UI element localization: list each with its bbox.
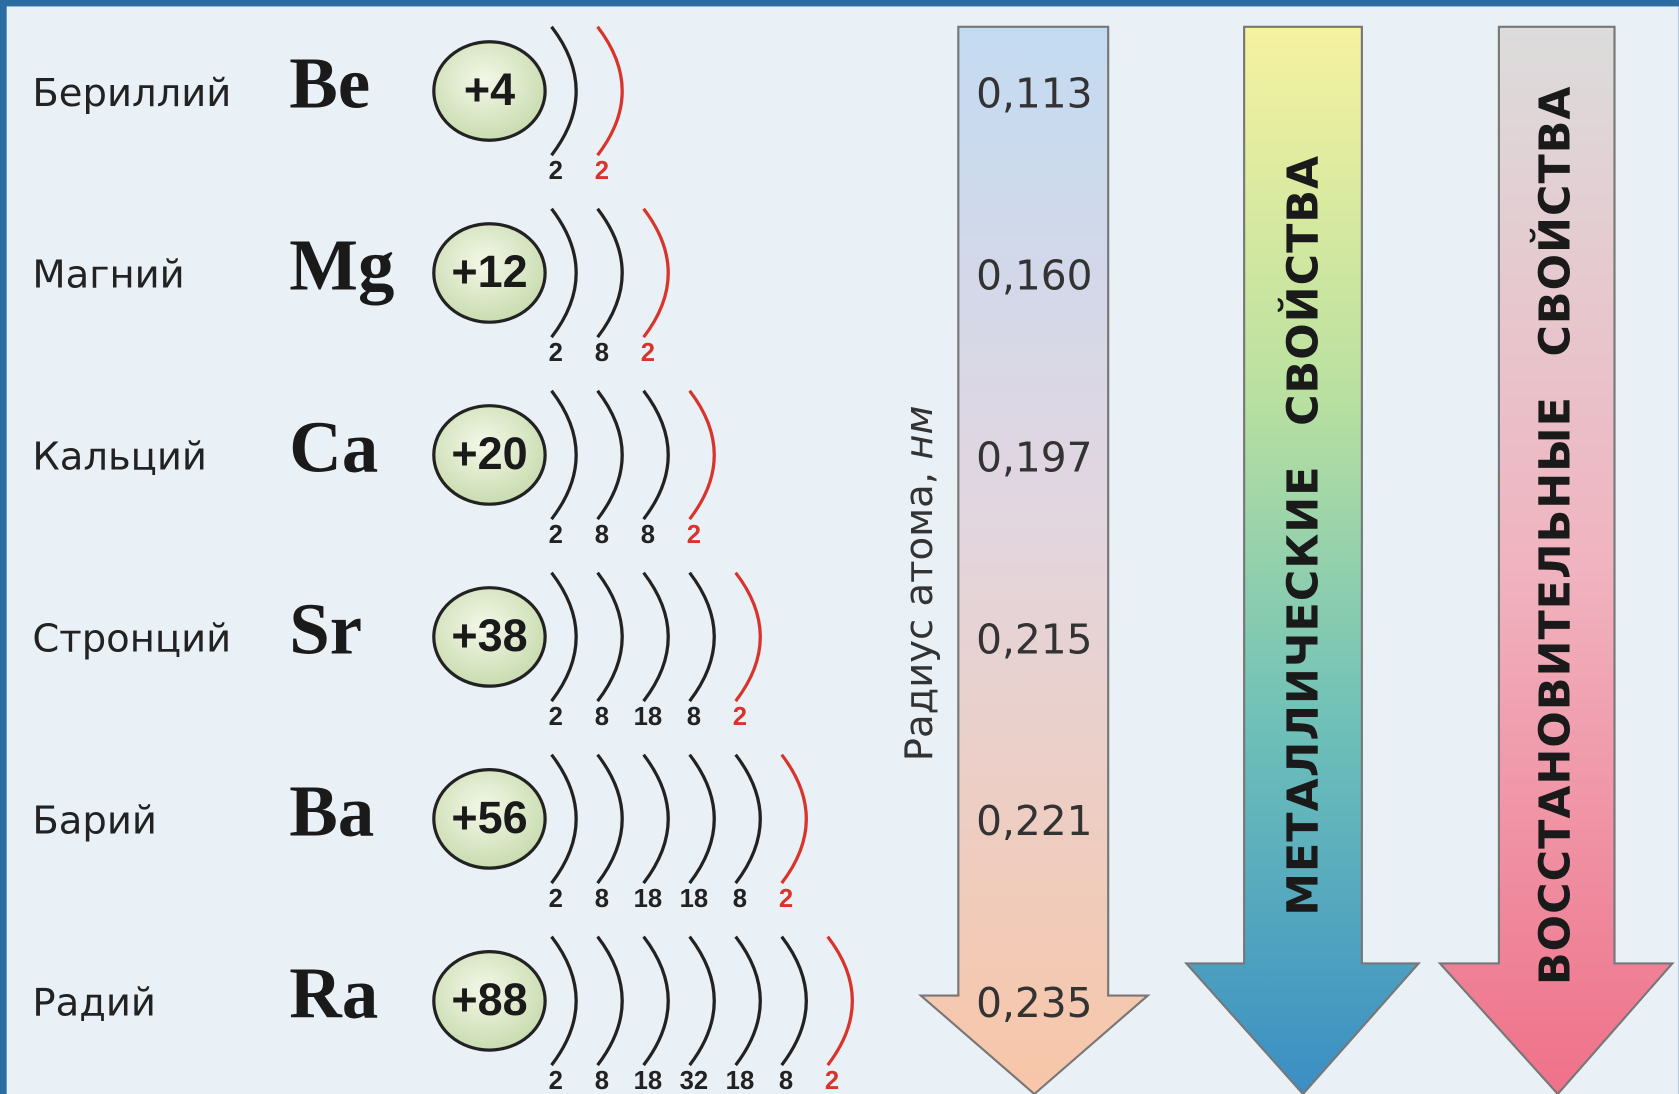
nucleus-charge: +38	[451, 610, 527, 661]
shell-electrons: 2	[549, 1067, 563, 1094]
nucleus-charge: +88	[451, 974, 527, 1025]
element-name: Магний	[32, 253, 184, 298]
radius-value: 0,235	[976, 979, 1092, 1027]
nucleus-charge: +56	[451, 792, 527, 843]
reducing-label: ВОССТАНОВИТЕЛЬНЫЕ СВОЙСТВА	[1529, 85, 1580, 985]
radius-value: 0,160	[976, 251, 1092, 299]
radius-axis-label: Радиус атома, нм	[896, 406, 941, 762]
shell-electrons: 2	[549, 885, 563, 913]
shell-electrons: 8	[733, 885, 747, 913]
element-symbol: Sr	[289, 589, 362, 670]
shell-electrons: 2	[825, 1067, 839, 1094]
element-name: Барий	[32, 799, 157, 844]
element-symbol: Mg	[289, 225, 394, 306]
shell-electrons: 8	[595, 521, 609, 549]
shell-electrons: 32	[680, 1067, 709, 1094]
radius-value: 0,197	[976, 433, 1092, 481]
shell-electrons: 8	[595, 339, 609, 367]
shell-electrons: 2	[641, 339, 655, 367]
metallic-label: МЕТАЛЛИЧЕСКИЕ СВОЙСТВА	[1278, 155, 1329, 916]
shell-electrons: 8	[595, 885, 609, 913]
background	[7, 6, 1679, 1094]
shell-electrons: 2	[549, 703, 563, 731]
shell-electrons: 2	[687, 521, 701, 549]
element-name: Бериллий	[32, 71, 231, 116]
shell-electrons: 18	[634, 885, 663, 913]
nucleus-charge: +4	[464, 64, 515, 115]
element-name: Радий	[32, 981, 156, 1026]
page: Радиус атома, нм МЕТАЛЛИЧЕСКИЕ СВОЙСТВА …	[0, 0, 1679, 1094]
shell-electrons: 8	[779, 1067, 793, 1094]
shell-electrons: 2	[595, 157, 609, 185]
shell-electrons: 18	[680, 885, 709, 913]
radius-unit: нм	[896, 406, 941, 460]
shell-electrons: 18	[634, 703, 663, 731]
element-symbol: Ca	[289, 407, 378, 488]
element-name: Стронций	[32, 617, 231, 662]
nucleus-charge: +20	[451, 428, 527, 479]
radius-value: 0,221	[976, 797, 1092, 845]
radius-value: 0,113	[976, 69, 1092, 117]
element-symbol: Ba	[289, 771, 374, 852]
element-name: Кальций	[32, 435, 207, 480]
shell-electrons: 2	[549, 521, 563, 549]
shell-electrons: 8	[595, 703, 609, 731]
shell-electrons: 2	[549, 157, 563, 185]
shell-electrons: 2	[549, 339, 563, 367]
shell-electrons: 8	[641, 521, 655, 549]
shell-electrons: 18	[634, 1067, 663, 1094]
radius-label: Радиус атома,	[896, 460, 941, 761]
shell-electrons: 2	[733, 703, 747, 731]
radius-value: 0,215	[976, 615, 1092, 663]
nucleus-charge: +12	[451, 246, 527, 297]
element-symbol: Ra	[289, 953, 378, 1034]
shell-electrons: 8	[595, 1067, 609, 1094]
shell-electrons: 18	[726, 1067, 755, 1094]
shell-electrons: 2	[779, 885, 793, 913]
diagram: Радиус атома, нм МЕТАЛЛИЧЕСКИЕ СВОЙСТВА …	[0, 0, 1679, 1094]
element-symbol: Be	[289, 43, 370, 124]
shell-electrons: 8	[687, 703, 701, 731]
